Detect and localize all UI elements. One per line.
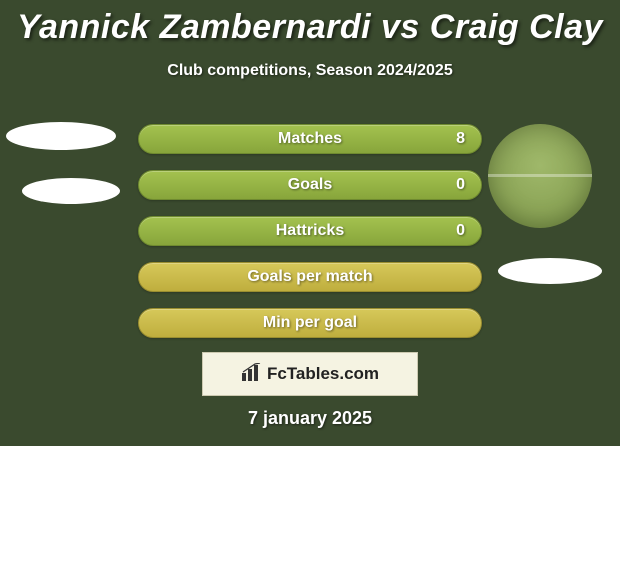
stat-label: Hattricks [139,222,481,240]
background-bottom [0,446,620,580]
stat-label: Matches [139,130,481,148]
stat-row: Matches8 [138,124,482,154]
card-date: 7 january 2025 [0,408,620,429]
stat-row: Min per goal [138,308,482,338]
right-ellipse [498,258,602,284]
left-ellipse-1 [6,122,116,150]
card-subtitle: Club competitions, Season 2024/2025 [0,62,620,80]
stat-value: 0 [456,176,465,194]
stat-label: Goals [139,176,481,194]
brand-text: FcTables.com [267,364,379,384]
player-portrait-placeholder [488,124,592,228]
card-title: Yannick Zambernardi vs Craig Clay [0,8,620,47]
stat-label: Goals per match [139,268,481,286]
stat-value: 8 [456,130,465,148]
stat-row: Goals per match [138,262,482,292]
stat-value: 0 [456,222,465,240]
stat-label: Min per goal [139,314,481,332]
left-ellipse-2 [22,178,120,204]
stat-row: Hattricks0 [138,216,482,246]
stat-row: Goals0 [138,170,482,200]
bars-icon [241,363,263,386]
brand-box: FcTables.com [202,352,418,396]
comparison-card: Yannick Zambernardi vs Craig Clay Club c… [0,0,620,580]
